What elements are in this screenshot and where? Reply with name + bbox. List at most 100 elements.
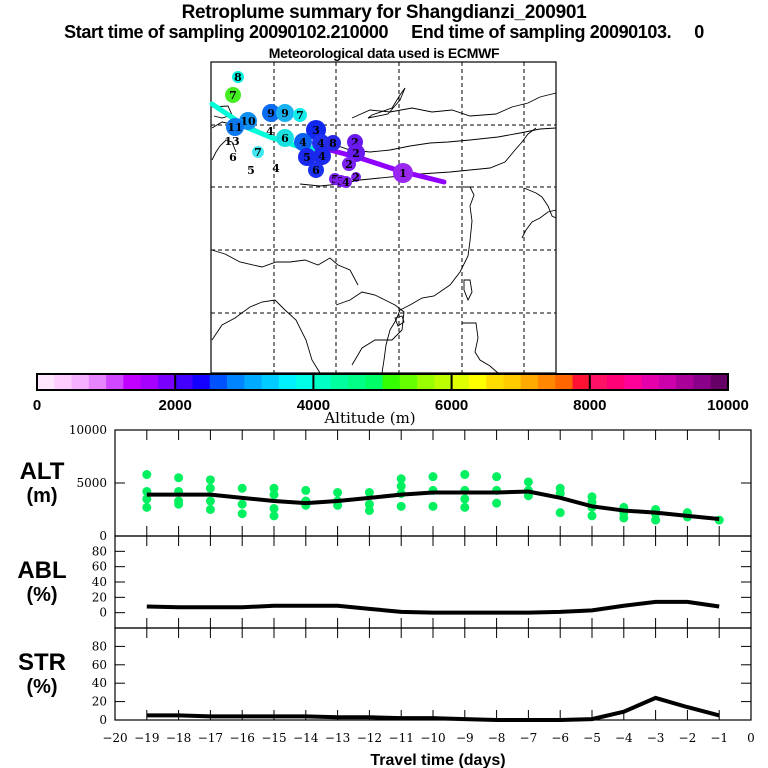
colorbar-cell <box>451 374 470 390</box>
panel-ylabel: ABL <box>17 557 66 584</box>
plume-marker <box>313 147 331 165</box>
y-tick-label: 20 <box>92 695 107 709</box>
coast-vietnam <box>381 309 401 374</box>
plume-marker-day-label: 13 <box>224 135 239 148</box>
plume-marker <box>351 172 361 182</box>
plume-marker-day-label: 3 <box>312 124 320 137</box>
x-tick-label: −10 <box>420 731 445 745</box>
colorbar-tick-label: 2000 <box>159 397 192 414</box>
plume-marker <box>225 87 241 103</box>
colorbar-cell <box>676 374 694 390</box>
plume-marker-day-label: 5 <box>303 151 311 164</box>
colorbar-cell <box>54 374 73 390</box>
plume-marker <box>325 135 341 151</box>
altitude-point <box>428 472 438 482</box>
plume-marker <box>226 118 244 136</box>
colorbar-cell <box>468 374 487 390</box>
sampling-time-subtitle: Start time of sampling 20090102.210000 E… <box>64 22 704 42</box>
y-tick-label: 20 <box>92 590 107 604</box>
time-series-panels: 1000050000ALT(m)806040200ABL(%)806040200… <box>17 423 754 768</box>
y-tick-label: 80 <box>92 544 107 558</box>
plume-marker-day-label: 6 <box>281 132 289 145</box>
y-tick-label: 0 <box>99 529 107 543</box>
plume-marker <box>276 129 294 147</box>
colorbar-cell <box>313 374 332 390</box>
plume-marker-day-label: 5 <box>247 164 255 177</box>
y-tick-label: 80 <box>92 639 107 653</box>
x-tick-label: −3 <box>647 731 665 745</box>
y-tick-label: 40 <box>92 676 107 690</box>
plume-marker-day-label: 4 <box>272 162 280 175</box>
island-taiwan <box>463 279 473 302</box>
y-tick-label: 40 <box>92 575 107 589</box>
x-tick-label: −12 <box>357 731 382 745</box>
colorbar-tick-label: 0 <box>33 397 41 414</box>
x-tick-label: −17 <box>198 731 223 745</box>
retroplume-map: 87997101136448225426153427136544 <box>209 61 557 374</box>
panel-ylabel: STR <box>18 649 66 676</box>
altitude-point <box>301 485 311 495</box>
plume-marker-day-label: 4 <box>342 176 350 189</box>
plume-marker <box>308 162 324 178</box>
altitude-point <box>619 513 629 523</box>
plume-marker <box>312 134 330 152</box>
chart-title: Retroplume summary for Shangdianzi_20090… <box>181 2 587 23</box>
colorbar-cell <box>140 374 159 390</box>
coast-india <box>211 249 359 286</box>
islands-philippines <box>462 322 499 374</box>
plume-marker-day-label: 2 <box>352 171 360 184</box>
altitude-point <box>364 499 374 509</box>
colorbar-tick-label: 8000 <box>573 397 606 414</box>
plume-marker-day-label: 5 <box>331 173 339 186</box>
altitude-point <box>523 477 533 487</box>
altitude-point <box>492 498 502 508</box>
plume-marker-day-label: 1 <box>399 167 407 180</box>
colorbar-tick-label: 10000 <box>707 397 749 414</box>
plume-marker <box>342 157 356 171</box>
coast-bay-of-bengal <box>211 299 321 374</box>
x-tick-label: −5 <box>583 731 601 745</box>
x-tick-label: −1 <box>710 731 728 745</box>
coast-china-east <box>399 186 475 311</box>
colorbar-tick-label: 4000 <box>297 397 330 414</box>
plume-marker <box>393 163 413 183</box>
y-tick-label: 0 <box>99 713 107 727</box>
altitude-point <box>205 496 215 506</box>
altitude-point <box>396 481 406 491</box>
plume-marker-day-label: 4 <box>266 125 274 138</box>
border-kazakh <box>211 139 237 161</box>
x-tick-label: −6 <box>551 731 569 745</box>
colorbar-cell <box>296 374 314 390</box>
plume-marker-day-label: 4 <box>299 136 307 149</box>
border-indochina <box>335 291 405 366</box>
x-tick-label: −16 <box>230 731 255 745</box>
plume-marker-day-label: 2 <box>351 136 359 149</box>
colorbar-cell <box>537 374 556 390</box>
altitude-point <box>428 501 438 511</box>
altitude-point <box>333 488 343 498</box>
colorbar-cell <box>486 374 504 390</box>
x-axis-title: Travel time (days) <box>370 752 505 768</box>
plume-marker-day-label: 7 <box>254 146 262 159</box>
x-tick-label: −18 <box>166 731 191 745</box>
y-tick-label: 0 <box>99 606 107 620</box>
plume-marker <box>232 71 244 83</box>
colorbar-frame <box>36 373 729 391</box>
plume-marker <box>340 176 352 188</box>
altitude-point <box>205 475 215 485</box>
island-hainan <box>394 315 405 327</box>
x-tick-label: −11 <box>389 731 414 745</box>
border-russia <box>351 92 557 119</box>
colorbar-cell <box>624 374 643 390</box>
colorbar-cell <box>520 374 539 390</box>
x-tick-label: −8 <box>488 731 506 745</box>
plume-marker-day-label: 6 <box>312 164 320 177</box>
colorbar-cell <box>399 374 418 390</box>
colorbar-cell <box>123 374 142 390</box>
plume-marker-day-label: 8 <box>329 137 337 150</box>
colorbar-cell <box>658 374 677 390</box>
plume-marker-day-label: 4 <box>318 150 326 163</box>
altitude-point <box>587 511 597 521</box>
